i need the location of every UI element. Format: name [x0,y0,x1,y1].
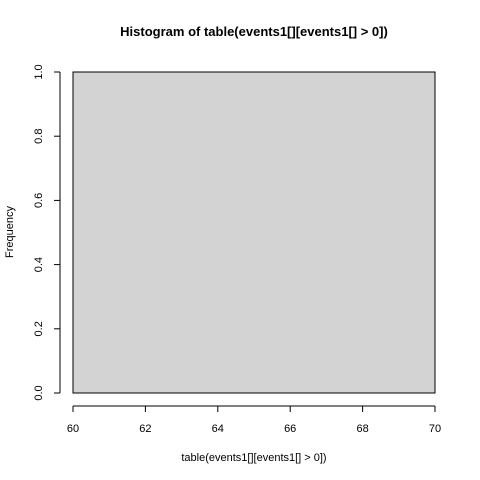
x-tick-label-3: 66 [284,423,296,435]
histogram-bar-0 [72,71,436,394]
y-axis-title: Frequency [4,206,16,258]
y-tick-label-0: 0.0 [33,385,45,400]
bars-group [72,71,436,394]
y-axis: 0.0 0.2 0.4 0.6 0.8 1.0 [33,64,61,401]
y-tick-label-4: 0.8 [33,129,45,144]
x-tick-label-2: 64 [212,423,224,435]
chart-title: Histogram of table(events1[][events1[] >… [120,24,388,39]
y-tick-label-2: 0.4 [33,257,45,272]
x-axis: 60 62 64 66 68 70 [67,405,441,435]
y-tick-label-1: 0.2 [33,321,45,336]
y-tick-label-3: 0.6 [33,193,45,208]
x-tick-label-4: 68 [356,423,368,435]
x-tick-label-5: 70 [429,423,441,435]
x-tick-label-1: 62 [139,423,151,435]
x-axis-title: table(events1[][events1[] > 0]) [181,452,326,464]
x-tick-label-0: 60 [67,423,79,435]
y-tick-label-5: 1.0 [33,64,45,79]
